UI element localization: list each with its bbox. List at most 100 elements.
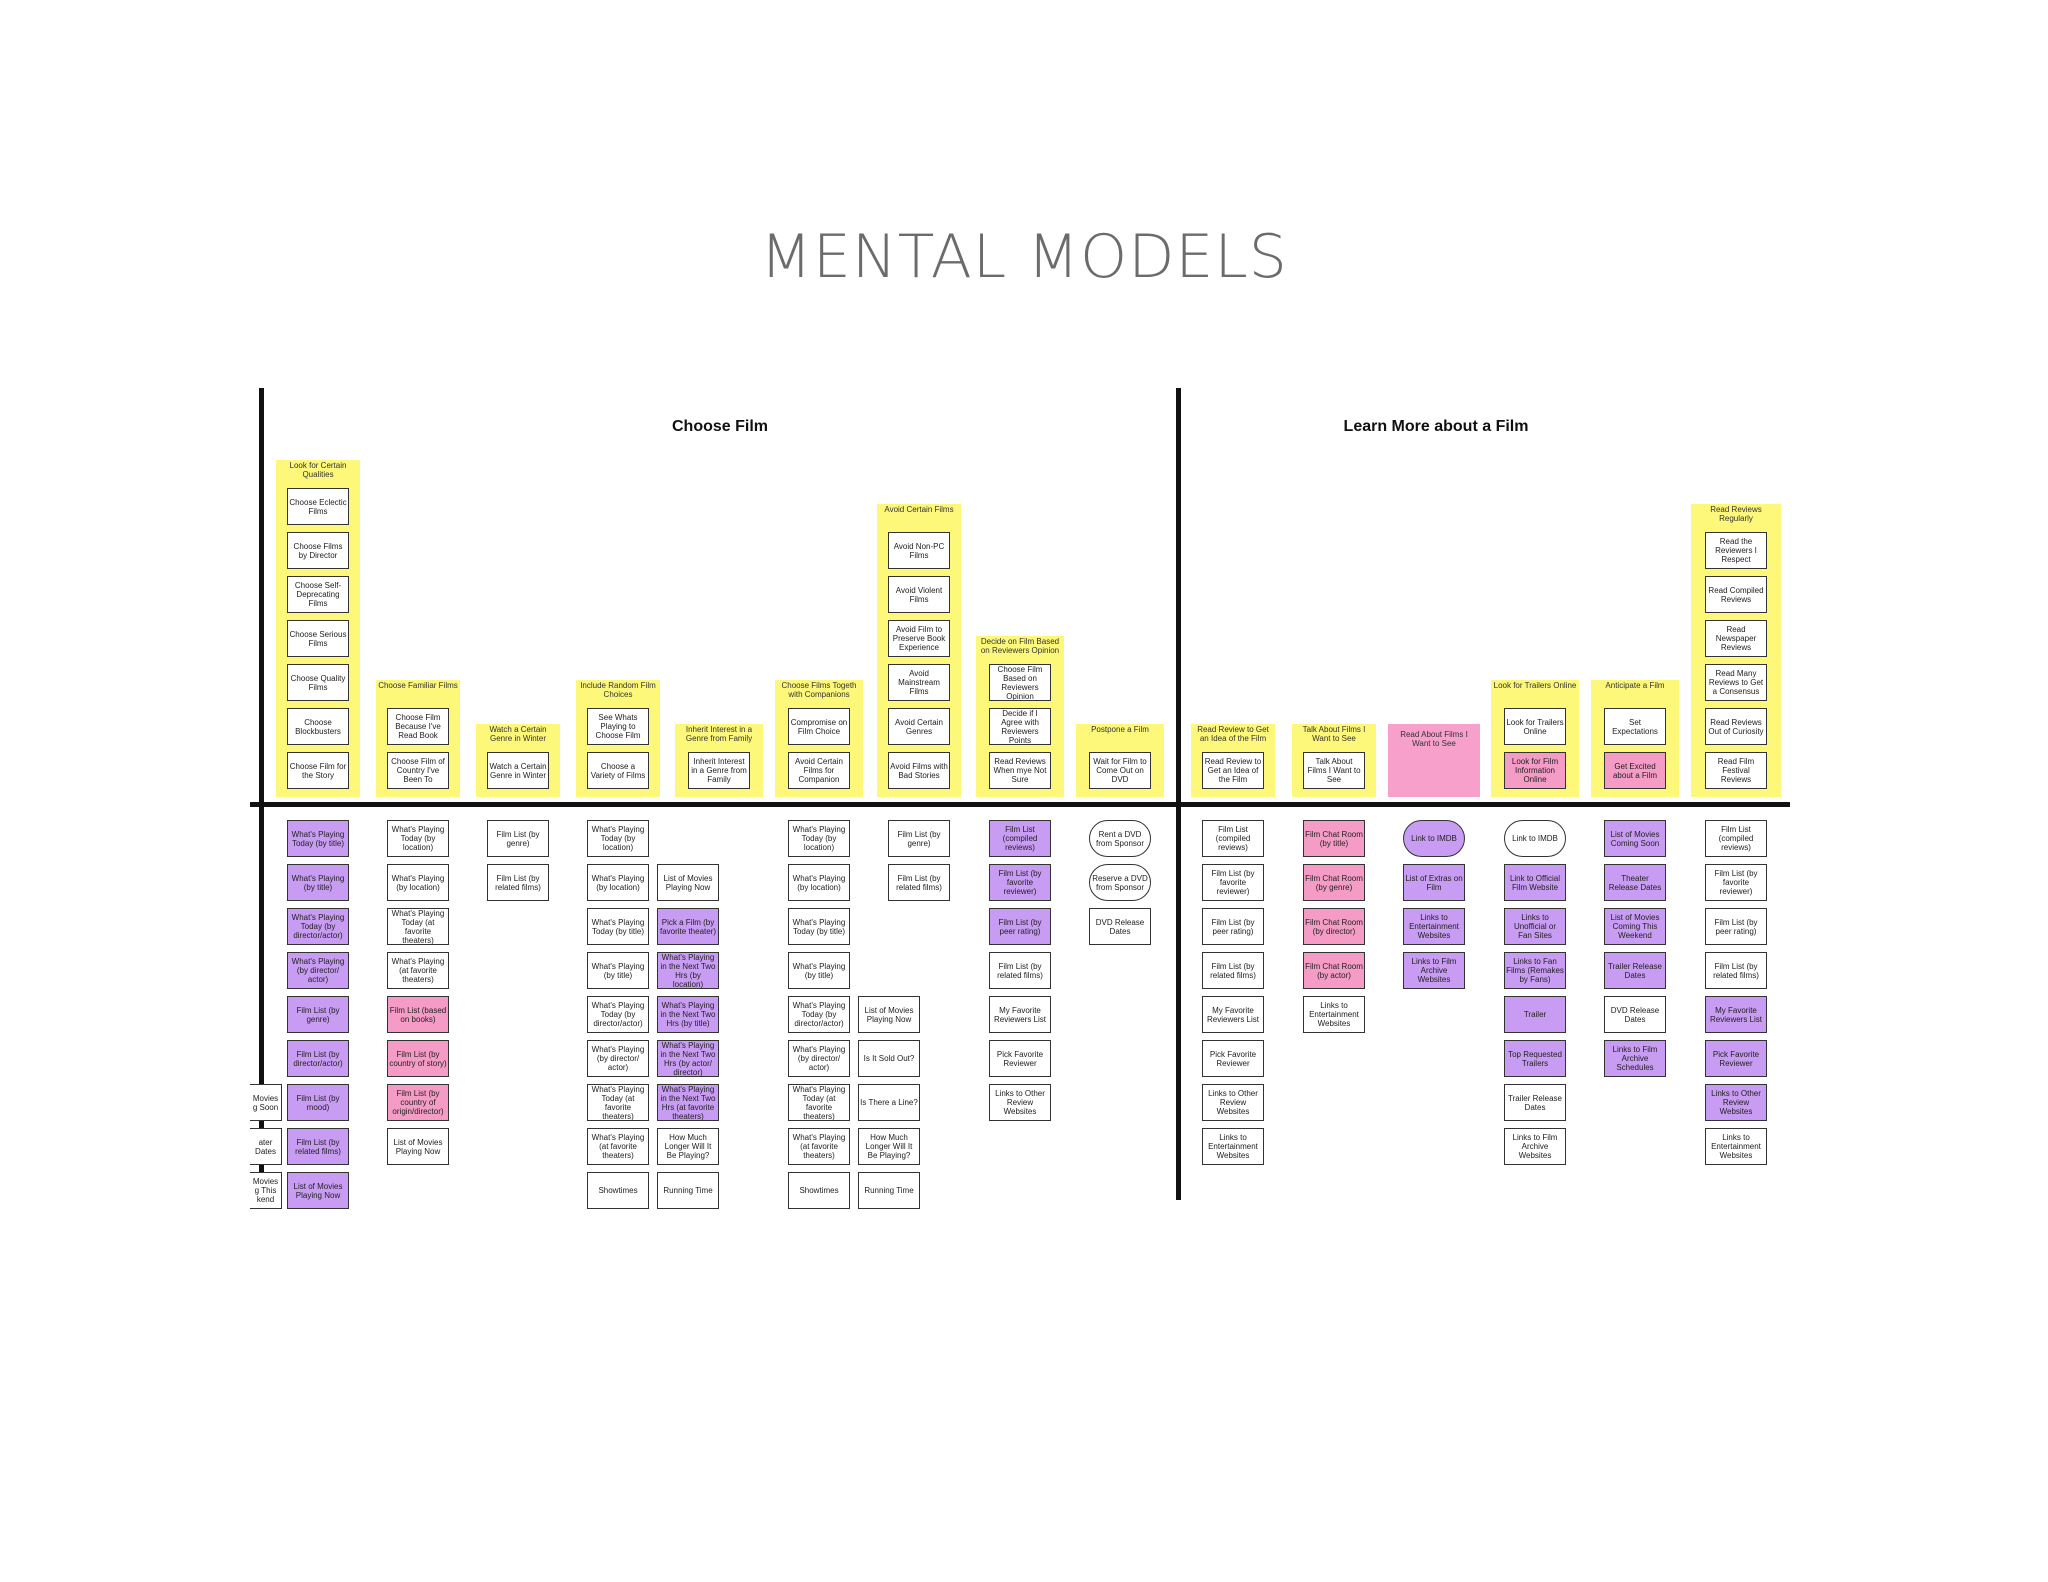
support-item-c8[interactable]: Film List (by related films) bbox=[989, 952, 1051, 989]
support-item-c15[interactable]: Pick Favorite Reviewer bbox=[1705, 1040, 1767, 1077]
support-item-c1[interactable]: Film List (by director/actor) bbox=[287, 1040, 349, 1077]
support-item-c6a[interactable]: Showtimes bbox=[788, 1172, 850, 1209]
support-item-c2[interactable]: Film List (by country of origin/director… bbox=[387, 1084, 449, 1121]
tower-item[interactable]: Set Expectations bbox=[1604, 708, 1666, 745]
support-item-c12[interactable]: Link to IMDB bbox=[1403, 820, 1465, 857]
support-item-c6b[interactable]: Running Time bbox=[858, 1172, 920, 1209]
support-item-c4b[interactable]: Pick a Film (by favorite theater) bbox=[657, 908, 719, 945]
support-item-c1[interactable]: What's Playing Today (by director/actor) bbox=[287, 908, 349, 945]
support-item-c15[interactable]: Links to Other Review Websites bbox=[1705, 1084, 1767, 1121]
support-item-c6a[interactable]: What's Playing (at favorite theaters) bbox=[788, 1128, 850, 1165]
tower-item[interactable]: Choose a Variety of Films bbox=[587, 752, 649, 789]
support-item-c10[interactable]: Film List (by related films) bbox=[1202, 952, 1264, 989]
support-item-c6b[interactable]: Is It Sold Out? bbox=[858, 1040, 920, 1077]
support-item-c6a[interactable]: What's Playing Today (by location) bbox=[788, 820, 850, 857]
support-item-c15[interactable]: My Favorite Reviewers List bbox=[1705, 996, 1767, 1033]
tower-item[interactable]: Read Compiled Reviews bbox=[1705, 576, 1767, 613]
support-item-c13[interactable]: Top Requested Trailers bbox=[1504, 1040, 1566, 1077]
tower-item[interactable]: Choose Film Because I've Read Book bbox=[387, 708, 449, 745]
support-item-c2[interactable]: What's Playing Today (at favorite theate… bbox=[387, 908, 449, 945]
support-item-c6a[interactable]: What's Playing (by title) bbox=[788, 952, 850, 989]
tower-item[interactable]: Get Excited about a Film bbox=[1604, 752, 1666, 789]
support-item-c11[interactable]: Film Chat Room (by director) bbox=[1303, 908, 1365, 945]
support-item-c7[interactable]: Film List (by related films) bbox=[888, 864, 950, 901]
tower-item[interactable]: Read Review to Get an Idea of the Film bbox=[1202, 752, 1264, 789]
support-item-c1[interactable]: What's Playing (by title) bbox=[287, 864, 349, 901]
support-item-c10[interactable]: Links to Other Review Websites bbox=[1202, 1084, 1264, 1121]
tower-item[interactable]: Choose Film Based on Reviewers Opinion bbox=[989, 664, 1051, 701]
tower-item[interactable]: Choose Film for the Story bbox=[287, 752, 349, 789]
support-item-c13[interactable]: Links to Film Archive Websites bbox=[1504, 1128, 1566, 1165]
support-item-c14[interactable]: DVD Release Dates bbox=[1604, 996, 1666, 1033]
support-item-c13[interactable]: Link to IMDB bbox=[1504, 820, 1566, 857]
tower-item[interactable]: Read Newspaper Reviews bbox=[1705, 620, 1767, 657]
support-item-c1[interactable]: Film List (by mood) bbox=[287, 1084, 349, 1121]
support-item-c7[interactable]: Film List (by genre) bbox=[888, 820, 950, 857]
support-item-c12[interactable]: Links to Film Archive Websites bbox=[1403, 952, 1465, 989]
tower-item[interactable]: Choose Quality Films bbox=[287, 664, 349, 701]
support-item-c15[interactable]: Links to Entertainment Websites bbox=[1705, 1128, 1767, 1165]
support-item-c12[interactable]: List of Extras on Film bbox=[1403, 864, 1465, 901]
tower-item[interactable]: Look for Film Information Online bbox=[1504, 752, 1566, 789]
support-item-c4b[interactable]: What's Playing in the Next Two Hrs (by t… bbox=[657, 996, 719, 1033]
support-item-c15[interactable]: Film List (compiled reviews) bbox=[1705, 820, 1767, 857]
support-item-c2[interactable]: What's Playing (by location) bbox=[387, 864, 449, 901]
tower-item[interactable]: Decide if I Agree with Reviewers Points bbox=[989, 708, 1051, 745]
support-item-c13[interactable]: Links to Unofficial or Fan Sites bbox=[1504, 908, 1566, 945]
support-item-c10[interactable]: Links to Entertainment Websites bbox=[1202, 1128, 1264, 1165]
support-item-c2[interactable]: List of Movies Playing Now bbox=[387, 1128, 449, 1165]
support-item-c1[interactable]: What's Playing Today (by title) bbox=[287, 820, 349, 857]
tower-item[interactable]: Avoid Violent Films bbox=[888, 576, 950, 613]
support-item-c4a[interactable]: Showtimes bbox=[587, 1172, 649, 1209]
support-item-c15[interactable]: Film List (by peer rating) bbox=[1705, 908, 1767, 945]
support-item-c1[interactable]: Film List (by related films) bbox=[287, 1128, 349, 1165]
support-item-c6a[interactable]: What's Playing (by director/ actor) bbox=[788, 1040, 850, 1077]
tower-item[interactable]: Choose Film of Country I've Been To bbox=[387, 752, 449, 789]
tower-item[interactable]: See Whats Playing to Choose Film bbox=[587, 708, 649, 745]
support-item-c10[interactable]: Film List (compiled reviews) bbox=[1202, 820, 1264, 857]
support-item-c6a[interactable]: What's Playing Today (by title) bbox=[788, 908, 850, 945]
support-item-c13[interactable]: Links to Fan Films (Remakes by Fans) bbox=[1504, 952, 1566, 989]
support-item-c15[interactable]: Film List (by favorite reviewer) bbox=[1705, 864, 1767, 901]
tower-item[interactable]: Inherit Interest in a Genre from Family bbox=[688, 752, 750, 789]
support-item-c4a[interactable]: What's Playing Today (by director/actor) bbox=[587, 996, 649, 1033]
tower-item[interactable]: Watch a Certain Genre in Winter bbox=[487, 752, 549, 789]
support-item-c3[interactable]: Film List (by genre) bbox=[487, 820, 549, 857]
support-item-c4a[interactable]: What's Playing (at favorite theaters) bbox=[587, 1128, 649, 1165]
support-item-c6b[interactable]: List of Movies Playing Now bbox=[858, 996, 920, 1033]
support-item-c14[interactable]: List of Movies Coming Soon bbox=[1604, 820, 1666, 857]
cut-off-support-item[interactable]: Movies g This kend bbox=[250, 1172, 282, 1209]
support-item-c8[interactable]: Film List (compiled reviews) bbox=[989, 820, 1051, 857]
support-item-c4b[interactable]: What's Playing in the Next Two Hrs (at f… bbox=[657, 1084, 719, 1121]
support-item-c4a[interactable]: What's Playing Today (at favorite theate… bbox=[587, 1084, 649, 1121]
support-item-c6a[interactable]: What's Playing Today (at favorite theate… bbox=[788, 1084, 850, 1121]
support-item-c10[interactable]: My Favorite Reviewers List bbox=[1202, 996, 1264, 1033]
support-item-c14[interactable]: List of Movies Coming This Weekend bbox=[1604, 908, 1666, 945]
support-item-c4b[interactable]: How Much Longer Will It Be Playing? bbox=[657, 1128, 719, 1165]
tower-item[interactable]: Choose Films by Director bbox=[287, 532, 349, 569]
support-item-c8[interactable]: Film List (by favorite reviewer) bbox=[989, 864, 1051, 901]
tower-item[interactable]: Wait for Film to Come Out on DVD bbox=[1089, 752, 1151, 789]
tower-item[interactable]: Read Reviews When mye Not Sure bbox=[989, 752, 1051, 789]
support-item-c2[interactable]: What's Playing (at favorite theaters) bbox=[387, 952, 449, 989]
tower-item[interactable]: Read the Reviewers I Respect bbox=[1705, 532, 1767, 569]
support-item-c1[interactable]: List of Movies Playing Now bbox=[287, 1172, 349, 1209]
support-item-c2[interactable]: Film List (based on books) bbox=[387, 996, 449, 1033]
support-item-c12[interactable]: Links to Entertainment Websites bbox=[1403, 908, 1465, 945]
support-item-c13[interactable]: Link to Official Film Website bbox=[1504, 864, 1566, 901]
tower-item[interactable]: Read Film Festival Reviews bbox=[1705, 752, 1767, 789]
support-item-c4b[interactable]: Running Time bbox=[657, 1172, 719, 1209]
support-item-c3[interactable]: Film List (by related films) bbox=[487, 864, 549, 901]
support-item-c14[interactable]: Trailer Release Dates bbox=[1604, 952, 1666, 989]
support-item-c2[interactable]: What's Playing Today (by location) bbox=[387, 820, 449, 857]
support-item-c8[interactable]: My Favorite Reviewers List bbox=[989, 996, 1051, 1033]
support-item-c4b[interactable]: What's Playing in the Next Two Hrs (by a… bbox=[657, 1040, 719, 1077]
support-item-c11[interactable]: Links to Entertainment Websites bbox=[1303, 996, 1365, 1033]
support-item-c6b[interactable]: How Much Longer Will It Be Playing? bbox=[858, 1128, 920, 1165]
cut-off-support-item[interactable]: ater Dates bbox=[250, 1128, 282, 1165]
tower-item[interactable]: Choose Blockbusters bbox=[287, 708, 349, 745]
tower-item[interactable]: Read Many Reviews to Get a Consensus bbox=[1705, 664, 1767, 701]
support-item-c1[interactable]: What's Playing (by director/ actor) bbox=[287, 952, 349, 989]
tower-item[interactable]: Avoid Films with Bad Stories bbox=[888, 752, 950, 789]
tower-item[interactable]: Avoid Certain Genres bbox=[888, 708, 950, 745]
